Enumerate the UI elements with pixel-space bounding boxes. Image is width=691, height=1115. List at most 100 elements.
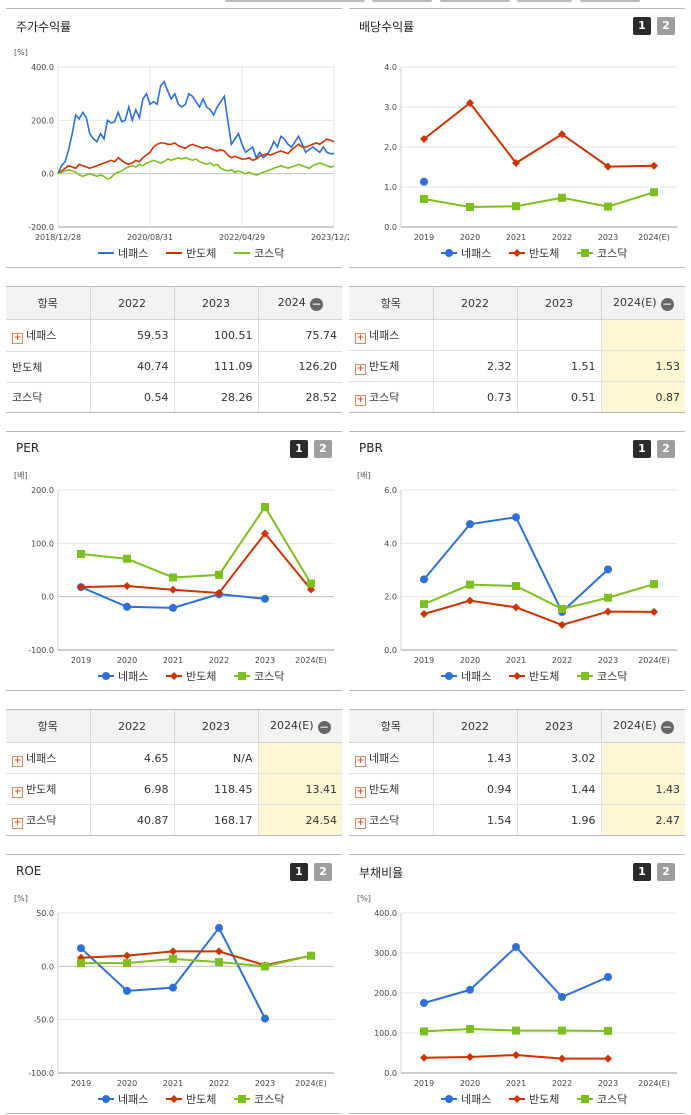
- data-point: [169, 573, 177, 582]
- x-tick-label: 2024(E): [638, 1079, 670, 1088]
- legend-label: 코스닥: [254, 247, 284, 260]
- view-2-button[interactable]: 2: [657, 17, 675, 35]
- series-line: [57, 156, 335, 180]
- col-header: 2024(E) −: [601, 710, 685, 743]
- collapse-icon[interactable]: −: [317, 719, 331, 734]
- data-point: [604, 1027, 612, 1035]
- data-point: [512, 202, 520, 211]
- data-point: [466, 985, 474, 994]
- x-tick-label: 2019: [414, 656, 434, 665]
- data-point: [513, 1095, 521, 1103]
- series-line: [80, 926, 266, 1020]
- data-point: [604, 202, 612, 211]
- view-2-button[interactable]: 2: [314, 863, 332, 881]
- table-cell: 40.87: [90, 804, 175, 835]
- legend-label: 코스닥: [597, 670, 627, 683]
- expand-icon[interactable]: +: [355, 817, 366, 829]
- data-point: [512, 1051, 520, 1059]
- series-line: [423, 945, 609, 1004]
- table-cell: 28.52: [258, 381, 342, 412]
- view-1-button[interactable]: 1: [290, 863, 308, 881]
- expand-icon[interactable]: +: [355, 363, 366, 375]
- table-cell: 1.43: [601, 773, 685, 805]
- y-tick-label: 0.0: [41, 170, 54, 179]
- expand-icon[interactable]: +: [12, 333, 23, 345]
- x-tick-label: 2023: [598, 233, 618, 242]
- y-tick-label: 4.0: [384, 63, 397, 72]
- collapse-icon[interactable]: −: [660, 719, 674, 734]
- y-tick-label: 1.0: [384, 183, 397, 192]
- returns-chart-panel: 주가수익률 [%] -200.0 0.0 200.0 400.0 2018/12/28 20…: [6, 8, 357, 268]
- data-point: [420, 1053, 428, 1062]
- data-point: [420, 195, 428, 203]
- view-1-button[interactable]: 1: [290, 440, 308, 458]
- data-point: [420, 135, 428, 143]
- expand-icon[interactable]: +: [12, 786, 23, 798]
- view-2-button[interactable]: 2: [657, 440, 675, 458]
- table-cell: 0.87: [601, 381, 685, 412]
- data-point: [238, 1095, 246, 1103]
- table-cell: 2.32: [433, 350, 518, 382]
- data-point: [123, 959, 131, 968]
- legend-label: 반도체: [529, 670, 559, 683]
- col-header: 항목: [6, 287, 91, 320]
- expand-icon[interactable]: +: [355, 394, 366, 406]
- col-header: 2022: [433, 710, 518, 743]
- data-point: [466, 596, 474, 605]
- y-tick-label: 6.0: [384, 486, 397, 495]
- row-label: + 네패스: [6, 318, 91, 352]
- expand-icon[interactable]: +: [355, 755, 366, 767]
- collapse-icon[interactable]: −: [309, 296, 323, 311]
- view-2-button[interactable]: 2: [314, 440, 332, 458]
- x-tick-label: 2020: [460, 233, 480, 242]
- legend-label: 반도체: [529, 247, 559, 260]
- legend-label: 반도체: [186, 1093, 216, 1106]
- pbr-chart: [배] 0.0 2.0 4.0 6.0 2019 2020 2021 2022 2023 2024(…: [357, 471, 677, 683]
- expand-icon[interactable]: +: [12, 755, 23, 767]
- view-1-button[interactable]: 1: [633, 440, 651, 458]
- row-label: + 코스닥: [349, 804, 434, 835]
- view-2-button[interactable]: 2: [657, 863, 675, 881]
- row-label: + 네패스: [349, 741, 434, 774]
- expand-icon[interactable]: +: [355, 786, 366, 798]
- view-1-button[interactable]: 1: [633, 17, 651, 35]
- y-tick-label: 2.0: [384, 143, 397, 152]
- row-label: + 반도체: [6, 773, 91, 805]
- legend-label: 네패스: [461, 670, 491, 683]
- x-tick-label: 2018/12/28: [35, 233, 81, 242]
- panel-title: 배당수익률: [359, 20, 415, 34]
- table-cell: 0.94: [433, 773, 518, 805]
- data-point: [445, 249, 453, 257]
- table-row: + 반도체 6.98 118.45 13.41: [6, 773, 342, 805]
- table-cell: 0.54: [90, 381, 175, 412]
- data-point: [650, 607, 658, 616]
- data-point: [466, 580, 474, 589]
- y-tick-label: 200.0: [31, 486, 54, 495]
- table-cell: 4.65: [90, 741, 175, 774]
- x-tick-label: 2019: [71, 1079, 91, 1088]
- x-tick-label: 2021: [506, 1079, 526, 1088]
- table-cell: [601, 741, 685, 774]
- data-point: [307, 585, 315, 594]
- table-cell: 40.74: [90, 351, 175, 383]
- table-cell: 0.73: [433, 381, 518, 412]
- table-cell: 126.20: [258, 351, 342, 383]
- x-tick-label: 2022/04/29: [219, 233, 265, 242]
- expand-icon[interactable]: +: [355, 332, 366, 344]
- data-point: [170, 672, 178, 680]
- collapse-icon[interactable]: −: [660, 296, 674, 311]
- data-point: [558, 1026, 566, 1035]
- expand-icon[interactable]: +: [12, 817, 23, 829]
- data-point: [512, 1026, 520, 1035]
- y-tick-label: 3.0: [384, 103, 397, 112]
- col-header: 2023: [517, 287, 602, 320]
- data-point: [215, 958, 223, 967]
- table-cell: 59.53: [90, 318, 175, 352]
- data-point: [445, 672, 453, 680]
- table-cell: 1.53: [601, 350, 685, 382]
- table-cell: 24.54: [258, 804, 342, 835]
- view-1-button[interactable]: 1: [633, 863, 651, 881]
- legend-label: 반도체: [186, 670, 216, 683]
- data-point: [169, 603, 177, 612]
